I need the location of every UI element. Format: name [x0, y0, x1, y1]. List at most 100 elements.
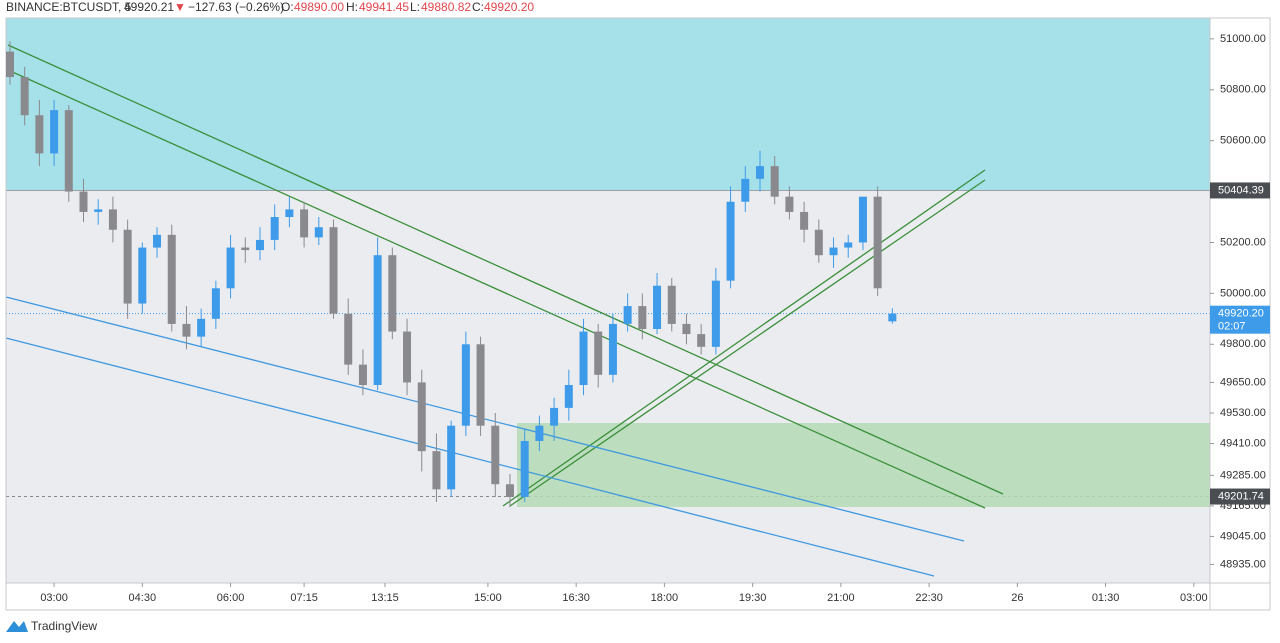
- candle-body: [550, 407, 559, 426]
- candle-body: [108, 209, 117, 230]
- candle-body: [300, 209, 309, 238]
- candle-body: [697, 334, 706, 347]
- y-tick-label: 48935.00: [1220, 558, 1266, 570]
- candle-body: [211, 288, 220, 319]
- candle-body: [5, 51, 14, 78]
- support-tag-label: 49201.74: [1218, 490, 1264, 502]
- x-tick-label: 21:00: [827, 592, 855, 604]
- x-tick-label: 15:00: [474, 592, 502, 604]
- candle-body: [314, 227, 323, 238]
- candle-body: [858, 196, 867, 243]
- candle-body: [770, 166, 779, 197]
- trend-line: [7, 44, 1004, 495]
- symbol: BINANCE:BTCUSDT, 5: [6, 0, 132, 14]
- candle-body: [888, 313, 897, 322]
- y-tick-label: 49800.00: [1220, 338, 1266, 350]
- candle-body: [255, 239, 264, 251]
- candle-body: [873, 196, 882, 289]
- y-tick-label: 49530.00: [1220, 407, 1266, 419]
- x-tick-label: 07:15: [290, 592, 318, 604]
- candle-body: [800, 211, 809, 230]
- candle-body: [94, 209, 103, 212]
- candle-body: [417, 382, 426, 452]
- change: −127.63 (−0.26%): [188, 0, 284, 14]
- candle-body: [476, 344, 485, 426]
- candle-body: [64, 110, 73, 192]
- candle-body: [461, 344, 470, 426]
- candle-body: [638, 306, 647, 330]
- support-tag: [1210, 488, 1270, 505]
- brand: TradingView: [6, 619, 97, 633]
- candle-body: [844, 242, 853, 248]
- candle-body: [167, 234, 176, 324]
- y-tick-label: 50000.00: [1220, 287, 1266, 299]
- y-tick-label: 50800.00: [1220, 84, 1266, 96]
- close-label: C:: [472, 0, 484, 14]
- candle-body: [726, 201, 735, 281]
- candle-body: [182, 323, 191, 337]
- trend-line: [502, 169, 986, 507]
- open-value: 49890.00: [294, 0, 344, 14]
- brand-logo: [6, 621, 28, 632]
- candle-body: [329, 227, 338, 314]
- x-tick-label: 03:00: [40, 592, 68, 604]
- candle-body: [814, 229, 823, 256]
- candle-body: [50, 110, 59, 154]
- y-tick-label: 50600.00: [1220, 135, 1266, 147]
- trend-line: [5, 337, 935, 577]
- trend-line: [509, 179, 986, 507]
- last-price-tag: [1210, 305, 1270, 334]
- candle-body: [388, 255, 397, 332]
- x-tick-label: 06:00: [217, 592, 245, 604]
- candle-body: [505, 484, 514, 497]
- candle-body: [138, 247, 147, 304]
- high-value: 49941.45: [359, 0, 409, 14]
- candle-body: [358, 364, 367, 385]
- candle-body: [432, 451, 441, 490]
- candle-body: [535, 425, 544, 441]
- x-tick-label: 19:30: [739, 592, 767, 604]
- candle-body: [447, 425, 456, 490]
- candle-body: [285, 209, 294, 218]
- candle-body: [564, 384, 573, 408]
- candle-body: [373, 255, 382, 385]
- candle-body: [653, 285, 662, 330]
- candle-body: [785, 196, 794, 212]
- candle-body: [197, 318, 206, 337]
- candle-body: [667, 285, 676, 324]
- y-tick-label: 49045.00: [1220, 530, 1266, 542]
- candle-body: [403, 331, 412, 383]
- x-tick-label: 01:30: [1092, 592, 1120, 604]
- last: 49920.21: [124, 0, 174, 14]
- zones: [6, 18, 1210, 498]
- y-tick-label: 49285.00: [1220, 469, 1266, 481]
- arrow: ▼: [174, 0, 186, 14]
- x-tick-label: 26: [1011, 592, 1023, 604]
- trend-line: [7, 69, 986, 509]
- x-tick-label: 22:30: [915, 592, 943, 604]
- candle-body: [35, 115, 44, 154]
- y-tick-label: 49650.00: [1220, 376, 1266, 388]
- candle-body: [344, 313, 353, 365]
- candle-body: [623, 306, 632, 324]
- header: BINANCE:BTCUSDT, 5 49920.21 ▼ −127.63 (−…: [6, 0, 534, 14]
- candle-body: [270, 217, 279, 240]
- high-label: H:: [346, 0, 358, 14]
- trend-lines: [5, 44, 1004, 577]
- low-label: L:: [410, 0, 420, 14]
- candle-body: [608, 323, 617, 375]
- candle-body: [594, 331, 603, 375]
- candle-body: [741, 178, 750, 202]
- candle-body: [711, 280, 720, 347]
- candle-body: [123, 229, 132, 304]
- candle-body: [520, 440, 529, 497]
- candle-body: [682, 323, 691, 335]
- y-tick-label: 51000.00: [1220, 33, 1266, 45]
- candle-body: [241, 247, 250, 251]
- countdown: 02:07: [1218, 321, 1246, 333]
- y-tick-label: 49410.00: [1220, 437, 1266, 449]
- resistance-tag-label: 50404.39: [1218, 184, 1264, 196]
- resistance-tag: [1210, 182, 1270, 199]
- open-label: O:: [281, 0, 294, 14]
